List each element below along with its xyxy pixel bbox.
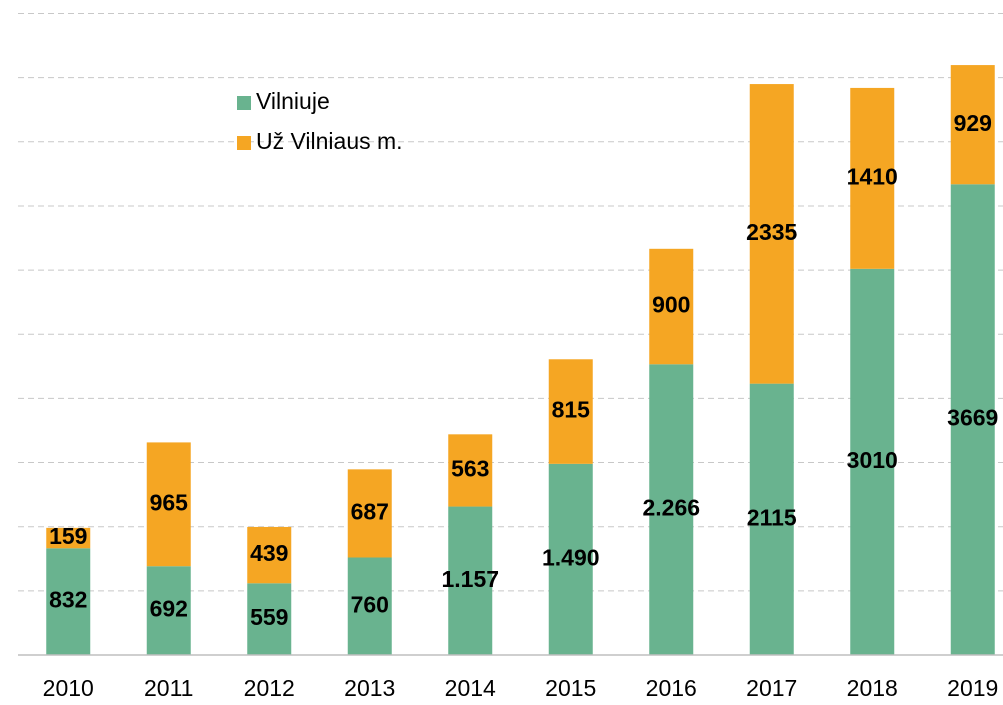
data-label: 2335 bbox=[746, 219, 797, 245]
bar-segment bbox=[950, 184, 995, 655]
x-tick-label: 2016 bbox=[646, 675, 697, 701]
x-tick-label: 2019 bbox=[947, 675, 998, 701]
bar-segment bbox=[46, 527, 91, 549]
bar-segment bbox=[247, 526, 292, 584]
data-label: 563 bbox=[451, 456, 489, 482]
bar-segment bbox=[749, 84, 794, 384]
bar-segment bbox=[649, 364, 694, 655]
x-tick-label: 2018 bbox=[847, 675, 898, 701]
data-label: 965 bbox=[150, 489, 189, 515]
data-label: 1.490 bbox=[542, 544, 600, 570]
x-tick-label: 2011 bbox=[144, 675, 193, 701]
data-label: 3010 bbox=[847, 447, 898, 473]
bar-segment bbox=[850, 87, 895, 269]
bar-segment bbox=[749, 383, 794, 655]
bar-segment bbox=[146, 442, 191, 567]
bar-segment bbox=[448, 506, 493, 655]
legend-swatch bbox=[237, 96, 251, 110]
data-label: 815 bbox=[552, 397, 591, 423]
data-label: 2.266 bbox=[642, 495, 700, 521]
data-label: 692 bbox=[150, 596, 188, 622]
bar-segment bbox=[950, 65, 995, 185]
data-label: 929 bbox=[954, 110, 992, 136]
x-tick-label: 2014 bbox=[445, 675, 496, 701]
bar-segment bbox=[347, 557, 392, 655]
data-label: 159 bbox=[49, 523, 87, 549]
bar-segment bbox=[146, 566, 191, 655]
bar-segment bbox=[850, 268, 895, 655]
data-label: 832 bbox=[49, 587, 87, 613]
x-tick-label: 2010 bbox=[43, 675, 94, 701]
data-label: 439 bbox=[250, 540, 288, 566]
legend-swatch bbox=[237, 136, 251, 150]
bar-segment bbox=[649, 248, 694, 365]
bar-segment bbox=[448, 434, 493, 507]
bar-segment bbox=[46, 548, 91, 655]
data-label: 900 bbox=[652, 292, 690, 318]
data-label: 760 bbox=[351, 591, 389, 617]
data-label: 3669 bbox=[947, 405, 998, 431]
bar-segment bbox=[548, 359, 593, 464]
legend-label: Už Vilniaus m. bbox=[256, 128, 403, 154]
data-label: 2115 bbox=[747, 504, 797, 530]
x-tick-label: 2015 bbox=[545, 675, 596, 701]
x-tick-label: 2012 bbox=[244, 675, 295, 701]
x-tick-label: 2013 bbox=[344, 675, 395, 701]
legend-label: Vilniuje bbox=[256, 88, 330, 114]
x-tick-label: 2017 bbox=[746, 675, 797, 701]
bar-segment bbox=[548, 463, 593, 655]
bar-segment bbox=[347, 469, 392, 558]
data-label: 559 bbox=[250, 604, 288, 630]
data-label: 1410 bbox=[847, 163, 898, 189]
data-label: 687 bbox=[351, 498, 389, 524]
bar-segment bbox=[247, 583, 292, 655]
data-label: 1.157 bbox=[441, 566, 499, 592]
